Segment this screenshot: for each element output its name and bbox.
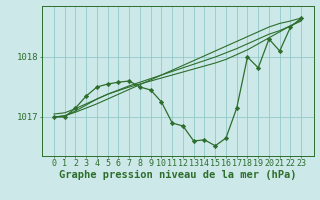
X-axis label: Graphe pression niveau de la mer (hPa): Graphe pression niveau de la mer (hPa) bbox=[59, 170, 296, 180]
